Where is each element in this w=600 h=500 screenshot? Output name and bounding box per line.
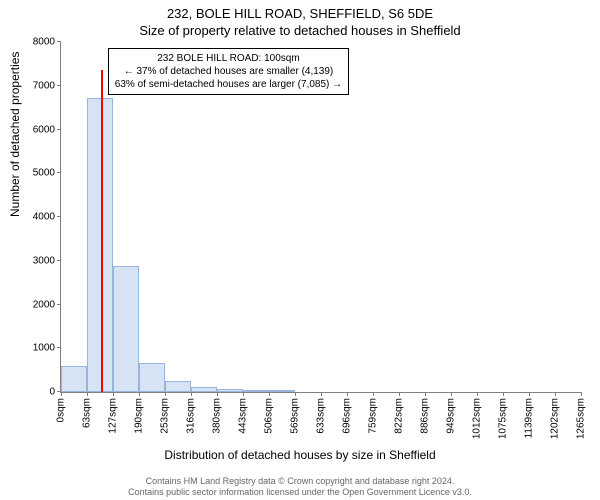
annotation-line-3: 63% of semi-detached houses are larger (… (115, 78, 342, 91)
x-tick-mark (165, 392, 166, 396)
histogram-bar (165, 381, 191, 392)
y-tick-mark (57, 41, 61, 42)
y-tick-mark (57, 85, 61, 86)
x-tick-mark (139, 392, 140, 396)
x-tick-mark (321, 392, 322, 396)
x-tick-mark (477, 392, 478, 396)
x-tick-label: 1202sqm (550, 398, 561, 439)
x-tick-label: 443sqm (238, 398, 249, 434)
x-tick-label: 127sqm (108, 398, 119, 434)
x-tick-mark (529, 392, 530, 396)
histogram-bar (87, 98, 113, 392)
y-tick-label: 5000 (33, 168, 61, 179)
y-tick-label: 0 (49, 387, 61, 398)
x-tick-label: 316sqm (186, 398, 197, 434)
x-tick-mark (451, 392, 452, 396)
footer-line-2: Contains public sector information licen… (0, 487, 600, 498)
y-tick-mark (57, 347, 61, 348)
histogram-bar (243, 390, 269, 392)
x-tick-mark (373, 392, 374, 396)
footer-line-1: Contains HM Land Registry data © Crown c… (0, 476, 600, 487)
x-tick-label: 569sqm (290, 398, 301, 434)
histogram-bar (139, 363, 165, 392)
x-tick-mark (191, 392, 192, 396)
x-tick-label: 1012sqm (472, 398, 483, 439)
x-tick-mark (243, 392, 244, 396)
y-tick-label: 3000 (33, 255, 61, 266)
y-tick-label: 6000 (33, 124, 61, 135)
x-tick-mark (347, 392, 348, 396)
x-tick-mark (87, 392, 88, 396)
y-tick-label: 2000 (33, 299, 61, 310)
x-tick-mark (425, 392, 426, 396)
annotation-box: 232 BOLE HILL ROAD: 100sqm← 37% of detac… (108, 48, 349, 95)
y-tick-mark (57, 129, 61, 130)
histogram-bar (217, 389, 243, 392)
y-tick-mark (57, 216, 61, 217)
x-tick-mark (581, 392, 582, 396)
y-tick-mark (57, 260, 61, 261)
y-tick-label: 1000 (33, 343, 61, 354)
x-tick-mark (217, 392, 218, 396)
y-tick-mark (57, 172, 61, 173)
y-tick-label: 8000 (33, 37, 61, 48)
x-tick-label: 0sqm (56, 398, 67, 422)
x-tick-mark (113, 392, 114, 396)
histogram-bar (61, 366, 87, 392)
y-tick-mark (57, 304, 61, 305)
x-tick-label: 1139sqm (524, 398, 535, 438)
x-axis-label: Distribution of detached houses by size … (0, 448, 600, 462)
x-tick-label: 759sqm (368, 398, 379, 434)
x-tick-label: 633sqm (316, 398, 327, 434)
y-tick-label: 4000 (33, 212, 61, 223)
property-marker-line (101, 70, 103, 392)
annotation-line-1: 232 BOLE HILL ROAD: 100sqm (115, 52, 342, 65)
x-tick-label: 380sqm (212, 398, 223, 434)
chart-plot-area: 0100020003000400050006000700080000sqm63s… (60, 42, 581, 393)
x-tick-mark (399, 392, 400, 396)
histogram-bar (191, 387, 217, 392)
page-title: 232, BOLE HILL ROAD, SHEFFIELD, S6 5DE (0, 0, 600, 21)
histogram-bar (113, 266, 139, 392)
x-tick-mark (269, 392, 270, 396)
x-tick-label: 1075sqm (498, 398, 509, 439)
x-tick-mark (503, 392, 504, 396)
footer-attribution: Contains HM Land Registry data © Crown c… (0, 476, 600, 498)
x-tick-label: 822sqm (394, 398, 405, 434)
histogram-bar (269, 390, 295, 392)
annotation-line-2: ← 37% of detached houses are smaller (4,… (115, 65, 342, 78)
x-tick-label: 506sqm (264, 398, 275, 434)
x-tick-label: 1265sqm (576, 398, 587, 439)
x-tick-label: 190sqm (134, 398, 145, 434)
y-axis-label: Number of detached properties (8, 52, 22, 217)
x-tick-label: 696sqm (342, 398, 353, 434)
x-tick-label: 949sqm (446, 398, 457, 434)
x-tick-label: 253sqm (160, 398, 171, 434)
x-tick-label: 886sqm (420, 398, 431, 434)
x-tick-label: 63sqm (82, 398, 93, 428)
y-tick-label: 7000 (33, 80, 61, 91)
x-tick-mark (555, 392, 556, 396)
page-subtitle: Size of property relative to detached ho… (0, 21, 600, 38)
x-tick-mark (295, 392, 296, 396)
x-tick-mark (61, 392, 62, 396)
